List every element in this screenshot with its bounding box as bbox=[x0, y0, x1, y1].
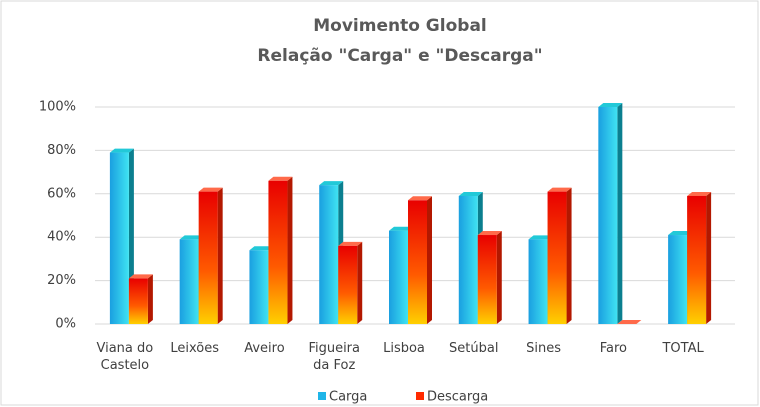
legend-swatch bbox=[318, 392, 326, 400]
bar-side bbox=[357, 241, 363, 324]
legend-label: Descarga bbox=[427, 390, 488, 405]
bar-side bbox=[706, 191, 712, 324]
legend-swatch bbox=[416, 392, 424, 400]
x-tick-label: Sines bbox=[526, 341, 561, 356]
bar-front bbox=[458, 195, 478, 324]
y-tick-label: 0% bbox=[55, 317, 76, 332]
x-tick-label: Figueira da Foz bbox=[308, 341, 360, 373]
bar-front bbox=[687, 195, 707, 324]
x-tick-label: Faro bbox=[599, 341, 627, 356]
bar-front bbox=[408, 200, 427, 324]
bar-top bbox=[477, 231, 502, 236]
bar bbox=[408, 196, 432, 324]
bar-front bbox=[338, 245, 358, 324]
bar-top bbox=[128, 274, 153, 279]
bar-top bbox=[458, 191, 483, 196]
bar-side bbox=[427, 196, 432, 324]
bar-side bbox=[566, 187, 572, 324]
bar-front bbox=[198, 191, 218, 324]
bar-front bbox=[547, 191, 567, 324]
x-tick-label: Setúbal bbox=[449, 341, 499, 356]
bar-top bbox=[687, 191, 712, 196]
bar-side bbox=[217, 187, 223, 324]
bar bbox=[598, 103, 623, 324]
bar-top bbox=[617, 320, 642, 324]
bar-front bbox=[109, 152, 129, 324]
y-tick-label: 80% bbox=[47, 143, 76, 158]
y-tick-label: 20% bbox=[47, 273, 76, 288]
bar-top bbox=[528, 235, 553, 240]
bar-front bbox=[389, 230, 408, 324]
y-tick-label: 60% bbox=[47, 186, 76, 201]
bar-side bbox=[287, 176, 293, 324]
bar-front bbox=[128, 278, 148, 324]
bar-side bbox=[496, 231, 502, 324]
bar bbox=[128, 274, 153, 324]
bar bbox=[338, 241, 363, 324]
bar-side bbox=[617, 103, 623, 324]
x-tick-label: Lisboa bbox=[383, 341, 425, 356]
legend-label: Carga bbox=[329, 390, 367, 405]
bar bbox=[687, 191, 712, 324]
bar-front bbox=[668, 235, 688, 324]
x-tick-label: Aveiro bbox=[244, 341, 285, 356]
bar bbox=[617, 320, 642, 324]
y-tick-label: 40% bbox=[47, 230, 76, 245]
bar-front bbox=[528, 239, 548, 324]
bar-front bbox=[249, 250, 269, 324]
bar-top bbox=[179, 235, 204, 240]
bar bbox=[477, 231, 502, 324]
bar-top bbox=[319, 181, 344, 186]
bar-front bbox=[477, 235, 497, 324]
x-tick-label: Leixões bbox=[170, 341, 219, 356]
bar-top bbox=[668, 231, 693, 236]
bar bbox=[198, 187, 223, 324]
x-tick-label: Viana do Castelo bbox=[96, 341, 154, 373]
bar-top bbox=[109, 148, 134, 153]
bar-front bbox=[598, 107, 618, 324]
bar bbox=[547, 187, 572, 324]
bar-top bbox=[598, 103, 623, 107]
bar-top bbox=[408, 196, 432, 201]
bar-top bbox=[198, 187, 223, 192]
bar-front bbox=[179, 239, 199, 324]
bar-front bbox=[268, 180, 288, 324]
bar-top bbox=[268, 176, 293, 181]
x-tick-label: TOTAL bbox=[662, 341, 704, 356]
bar bbox=[268, 176, 293, 324]
bar-side bbox=[147, 274, 153, 324]
chart-title: Movimento Global bbox=[313, 16, 487, 36]
chart-subtitle: Relação "Carga" e "Descarga" bbox=[257, 46, 542, 66]
bar-top bbox=[389, 226, 413, 231]
bar-top bbox=[547, 187, 572, 192]
y-tick-label: 100% bbox=[39, 100, 76, 115]
bar-top bbox=[338, 241, 363, 246]
bar-front bbox=[319, 185, 339, 324]
bar-top bbox=[249, 246, 274, 251]
